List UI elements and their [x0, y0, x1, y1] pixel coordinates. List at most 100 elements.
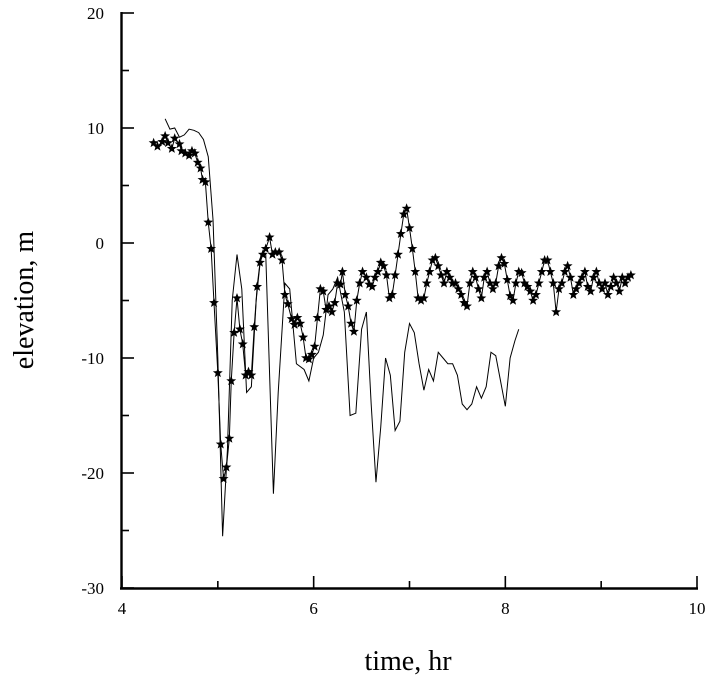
star-marker [274, 247, 285, 257]
star-marker [270, 247, 281, 257]
star-marker [224, 433, 235, 443]
star-marker [229, 327, 240, 337]
star-marker [554, 283, 564, 294]
star-marker [240, 370, 251, 380]
star-marker [252, 281, 263, 291]
ticks: 4 6 8 10 20 10 0 -10 -20 -30 [81, 4, 705, 618]
star-marker [542, 255, 553, 265]
star-marker [450, 278, 461, 288]
star-marker [361, 272, 372, 282]
star-marker [384, 293, 395, 303]
x-axis-title: time, hr [364, 646, 452, 677]
star-marker [487, 283, 498, 294]
star-marker [482, 266, 493, 276]
star-marker [614, 286, 625, 296]
star-marker [577, 272, 587, 282]
series-2 [148, 130, 636, 483]
y-tick-label: -30 [81, 579, 104, 598]
star-marker [303, 353, 314, 364]
star-marker [152, 141, 163, 151]
star-marker [157, 136, 168, 147]
x-tick-label: 8 [501, 599, 510, 618]
star-marker [502, 274, 513, 285]
star-marker [286, 313, 297, 324]
star-marker [531, 289, 541, 299]
star-marker [237, 339, 248, 349]
y-tick-label: 10 [87, 119, 104, 138]
star-marker [264, 232, 275, 242]
series-1-line [164, 118, 520, 537]
star-marker [424, 266, 435, 276]
star-marker [499, 258, 510, 268]
star-marker [611, 278, 622, 288]
star-marker [246, 370, 257, 380]
star-marker [548, 278, 559, 288]
star-marker [249, 321, 260, 332]
star-marker [585, 286, 596, 296]
star-marker [479, 272, 490, 282]
star-marker [416, 295, 426, 305]
star-marker [608, 272, 619, 282]
star-marker [505, 290, 516, 301]
series-1 [164, 118, 520, 537]
star-marker [267, 249, 278, 259]
star-marker [410, 266, 421, 276]
x-tick-label: 4 [118, 599, 127, 618]
star-marker [218, 473, 229, 483]
star-marker [462, 301, 472, 311]
star-marker [528, 295, 539, 305]
star-marker [395, 228, 406, 239]
y-tick-label: 20 [87, 4, 104, 23]
star-marker [525, 286, 536, 296]
star-marker [522, 281, 533, 291]
star-marker [289, 319, 300, 329]
star-marker [195, 163, 206, 173]
star-marker [441, 266, 452, 276]
star-marker [148, 137, 159, 148]
star-marker [292, 312, 303, 322]
star-marker [597, 283, 608, 294]
star-marker [192, 157, 203, 167]
star-marker [418, 293, 429, 303]
star-marker [620, 278, 631, 288]
star-marker [354, 278, 365, 288]
star-marker [163, 137, 173, 148]
star-marker [568, 289, 579, 299]
series-2-line [153, 134, 632, 479]
star-marker [571, 283, 582, 294]
star-marker [485, 278, 495, 288]
star-marker [390, 270, 401, 280]
x-tick-label: 10 [689, 599, 706, 618]
star-marker [430, 252, 441, 263]
y-tick-label: 0 [96, 234, 105, 253]
star-marker [324, 301, 334, 311]
star-marker [243, 366, 254, 377]
star-marker [309, 341, 320, 351]
star-marker [312, 312, 323, 322]
star-marker [591, 266, 602, 276]
star-marker [493, 260, 504, 271]
star-marker [343, 301, 354, 311]
star-marker [393, 249, 403, 259]
star-marker [381, 270, 392, 280]
star-marker [315, 283, 326, 294]
star-marker [407, 243, 418, 253]
star-marker [260, 243, 271, 253]
star-marker [516, 267, 527, 278]
star-marker [226, 375, 237, 386]
axes [120, 12, 698, 590]
star-marker [401, 203, 412, 213]
star-marker [565, 272, 576, 282]
star-marker [421, 278, 432, 288]
star-marker [602, 289, 613, 299]
star-marker [398, 209, 409, 219]
star-marker [232, 293, 242, 303]
star-marker [298, 332, 309, 342]
series-layer [148, 118, 636, 537]
star-marker [623, 272, 633, 282]
star-marker [357, 266, 368, 276]
star-marker [473, 283, 484, 294]
star-marker [215, 439, 226, 449]
star-marker [444, 272, 455, 282]
